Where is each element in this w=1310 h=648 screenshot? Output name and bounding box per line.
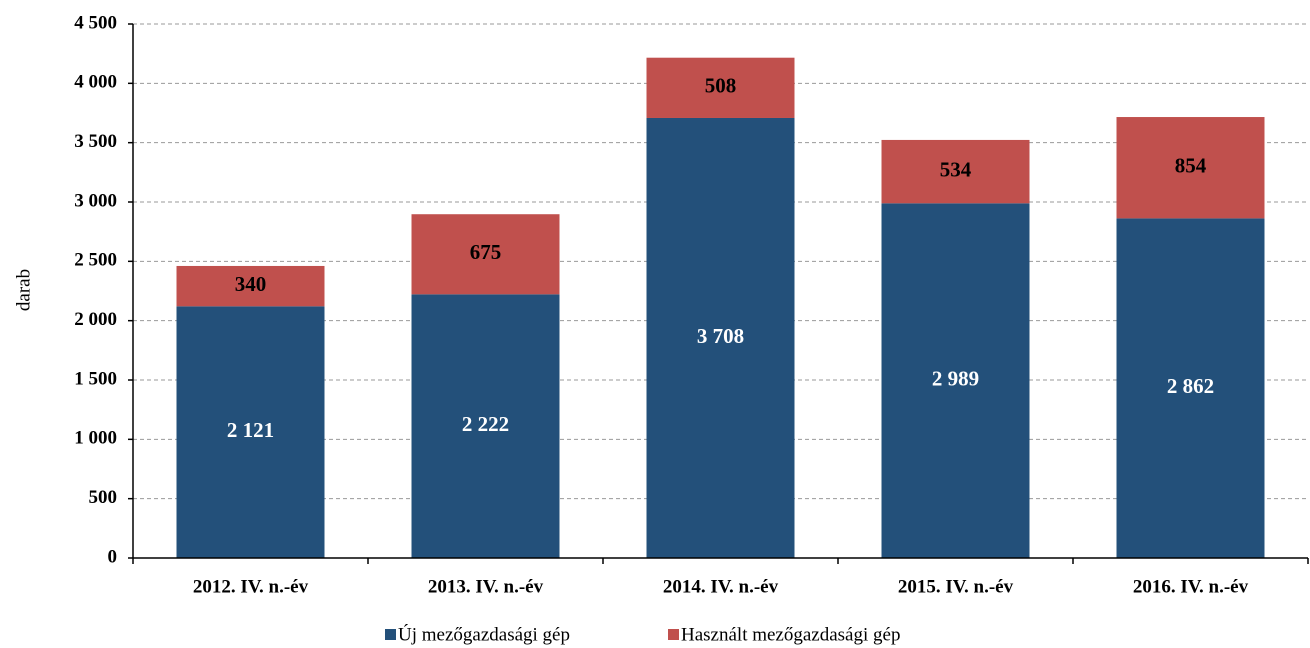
x-tick-label: 2012. IV. n.-év [193,576,309,597]
data-label: 340 [235,272,267,296]
x-tick-label: 2013. IV. n.-év [428,576,544,597]
y-tick-label: 1 500 [74,368,117,389]
y-tick-label: 1 000 [74,428,117,449]
data-label: 2 222 [462,412,509,436]
bar-segment [881,139,1030,204]
y-tick-label: 2 500 [74,250,117,271]
bar-segment [1116,218,1265,558]
bar-segment [176,306,325,558]
legend-label: Használt mezőgazdasági gép [681,624,900,645]
data-label: 2 862 [1167,374,1214,398]
x-tick-label: 2016. IV. n.-év [1133,576,1249,597]
bar-segment [646,117,795,558]
bar-segment [881,203,1030,558]
bar-segment [411,214,560,295]
y-tick-label: 500 [89,487,118,508]
legend-label: Új mezőgazdasági gép [398,623,570,645]
bar-segment [1116,117,1265,219]
legend-swatch [668,629,679,640]
data-label: 2 989 [932,366,979,390]
data-label: 508 [705,74,737,98]
legend-swatch [385,629,396,640]
data-label: 3 708 [697,324,744,348]
x-tick-label: 2015. IV. n.-év [898,576,1014,597]
bar-segment [646,57,795,118]
y-axis-label: darab [13,269,34,311]
y-tick-label: 4 000 [74,72,117,93]
data-label: 675 [470,240,502,264]
data-label: 534 [940,157,972,181]
y-tick-label: 4 500 [74,12,117,33]
y-tick-label: 0 [108,546,118,567]
data-label: 2 121 [227,418,274,442]
data-label: 854 [1175,154,1207,178]
y-tick-label: 3 000 [74,190,117,211]
bar-segment [176,265,325,307]
y-tick-label: 2 000 [74,309,117,330]
x-tick-label: 2014. IV. n.-év [663,576,779,597]
y-tick-label: 3 500 [74,131,117,152]
bar-segment [411,294,560,558]
